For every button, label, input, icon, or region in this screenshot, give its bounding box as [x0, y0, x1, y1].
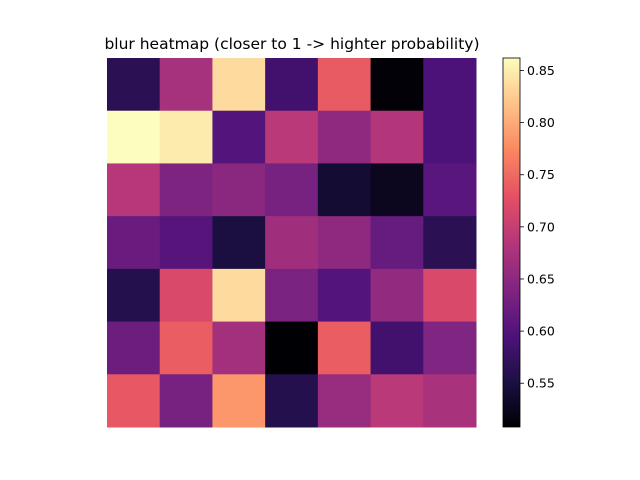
heatmap-cell	[107, 321, 161, 375]
heatmap-cell	[370, 110, 424, 164]
heatmap-cell	[370, 216, 424, 270]
heatmap-cell	[212, 268, 266, 323]
heatmap-grid	[107, 58, 477, 428]
colorbar-tick-label: 0.65	[527, 271, 555, 286]
heatmap-cell	[317, 58, 372, 112]
heatmap-cell	[317, 321, 372, 375]
heatmap-cell	[107, 110, 161, 164]
colorbar-ticks: 0.55 0.60 0.65 0.70 0.75 0.80 0.85	[520, 63, 555, 391]
heatmap-cell	[370, 163, 424, 217]
chart-title: blur heatmap (closer to 1 -> highter pro…	[104, 35, 479, 53]
heatmap-cell	[212, 110, 266, 164]
heatmap-cell	[212, 321, 266, 375]
heatmap-cell	[317, 268, 372, 323]
heatmap-cell	[107, 58, 161, 112]
heatmap-cell	[107, 216, 161, 270]
heatmap-cell	[265, 268, 319, 323]
heatmap-cell	[159, 58, 213, 112]
heatmap-cell	[370, 321, 424, 375]
colorbar	[502, 57, 521, 428]
heatmap-cell	[370, 268, 424, 323]
heatmap-cell	[265, 321, 319, 375]
colorbar-tick-label: 0.85	[527, 63, 555, 78]
heatmap-cell	[159, 268, 213, 323]
heatmap-cell	[159, 163, 213, 217]
heatmap-cell	[423, 321, 477, 375]
heatmap-cell	[107, 163, 161, 217]
heatmap-cell	[423, 216, 477, 270]
heatmap-cell	[317, 163, 372, 217]
heatmap-cell	[212, 374, 266, 428]
colorbar-tick-label: 0.55	[527, 376, 555, 391]
heatmap-cell	[317, 216, 372, 270]
heatmap-cell	[317, 110, 372, 164]
heatmap-cell	[423, 374, 477, 428]
heatmap-cell	[423, 110, 477, 164]
heatmap-cell	[265, 216, 319, 270]
colorbar-tick-label: 0.80	[527, 115, 555, 130]
heatmap-cell	[265, 110, 319, 164]
heatmap-cell	[159, 374, 213, 428]
heatmap-cell	[423, 58, 477, 112]
heatmap-cell	[317, 374, 372, 428]
heatmap-cell	[159, 110, 213, 164]
heatmap-cell	[370, 374, 424, 428]
colorbar-tick-label: 0.60	[527, 324, 555, 339]
colorbar-tick-label: 0.70	[527, 219, 555, 234]
heatmap-cell	[212, 58, 266, 112]
heatmap-cell	[107, 374, 161, 428]
heatmap-cell	[212, 216, 266, 270]
heatmap-cell	[265, 374, 319, 428]
colorbar-tick-label: 0.75	[527, 167, 555, 182]
heatmap-cell	[212, 163, 266, 217]
heatmap-cell	[107, 268, 161, 323]
heatmap-cell	[423, 163, 477, 217]
heatmap-cell	[423, 268, 477, 323]
heatmap-cell	[159, 321, 213, 375]
heatmap-cell	[265, 163, 319, 217]
heatmap-cell	[265, 58, 319, 112]
heatmap-cell	[159, 216, 213, 270]
heatmap-cell	[370, 58, 424, 112]
